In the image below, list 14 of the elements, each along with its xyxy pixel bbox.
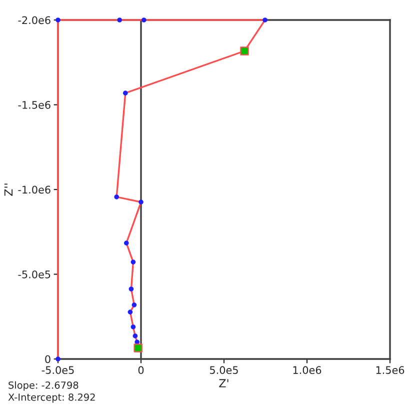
x-tick-label: -5.0e5 xyxy=(42,366,74,374)
x-tick-label: 1.0e6 xyxy=(293,366,322,374)
y-tick-label: -5.0e5 xyxy=(18,270,50,278)
text: Slope: -2.6798 xyxy=(8,381,78,391)
x-tick-label: 1.5e6 xyxy=(376,366,404,374)
y-tick-label: -1.0e6 xyxy=(18,186,50,194)
y-axis-title: Z'' xyxy=(4,184,13,196)
y-tick-label: -1.5e6 xyxy=(18,100,50,109)
x-tick-label: 0 xyxy=(138,366,144,374)
x-axis-title: Z' xyxy=(219,379,228,388)
text: X-Intercept: 8.292 xyxy=(8,393,95,403)
x-tick-label: 5.0e5 xyxy=(210,366,238,374)
y-tick-label: -2.0e6 xyxy=(18,16,50,24)
y-tick-label: 0 xyxy=(45,355,50,364)
